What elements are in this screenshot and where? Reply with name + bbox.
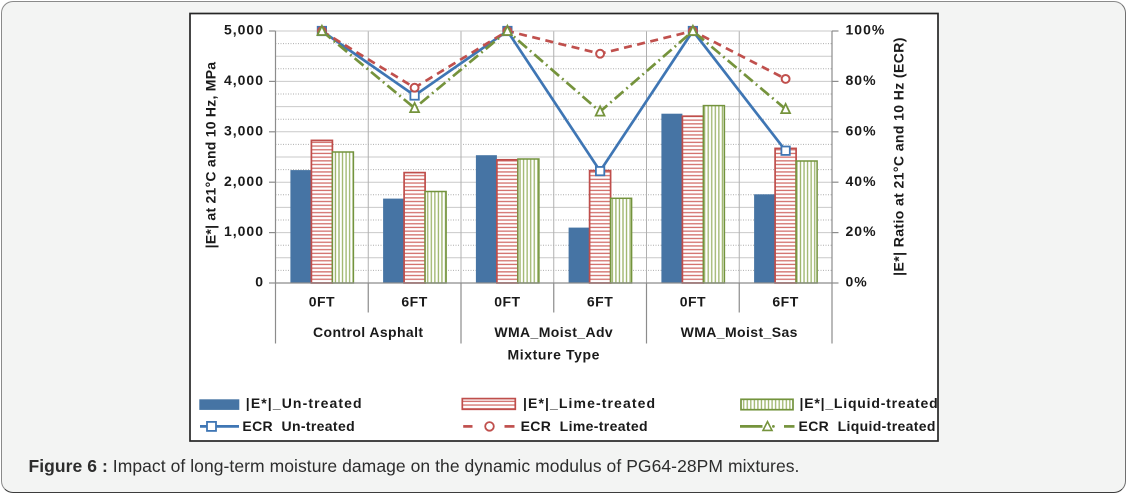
svg-text:0FT: 0FT [309,293,335,309]
svg-text:3,000: 3,000 [224,122,264,138]
svg-text:100%: 100% [846,22,886,38]
svg-text:|E*|_Lime-treated: |E*|_Lime-treated [523,395,656,411]
svg-text:2,000: 2,000 [224,173,264,189]
svg-text:40%: 40% [846,173,877,189]
svg-text:0FT: 0FT [494,293,520,309]
svg-text:4,000: 4,000 [224,72,264,88]
svg-text:20%: 20% [846,223,877,239]
svg-text:ECR Lime-treated: ECR Lime-treated [521,418,648,434]
svg-text:ECR Un-treated: ECR Un-treated [242,418,355,434]
svg-text:0FT: 0FT [680,293,706,309]
svg-text:0: 0 [255,274,264,290]
svg-text:5,000: 5,000 [224,22,264,38]
svg-text:80%: 80% [846,72,877,88]
svg-text:6FT: 6FT [401,293,427,309]
svg-text:1,000: 1,000 [224,223,264,239]
svg-text:60%: 60% [846,122,877,138]
svg-text:Control Asphalt: Control Asphalt [313,324,423,340]
svg-text:6FT: 6FT [772,293,798,309]
svg-text:|E*| at 21°C and 10 Hz, MPa: |E*| at 21°C and 10 Hz, MPa [203,62,219,249]
svg-text:ECR Liquid-treated: ECR Liquid-treated [799,418,936,434]
svg-text:6FT: 6FT [587,293,613,309]
svg-text:WMA_Moist_Adv: WMA_Moist_Adv [494,324,613,340]
svg-text:|E*| Ratio at 21°C and 10 Hz (: |E*| Ratio at 21°C and 10 Hz (ECR) [891,37,907,276]
svg-text:Mixture Type: Mixture Type [507,347,600,363]
svg-text:0%: 0% [846,274,868,290]
svg-text:|E*|_Liquid-treated: |E*|_Liquid-treated [800,395,939,411]
svg-text:WMA_Moist_Sas: WMA_Moist_Sas [681,324,798,340]
svg-text:|E*|_Un-treated: |E*|_Un-treated [246,395,363,411]
